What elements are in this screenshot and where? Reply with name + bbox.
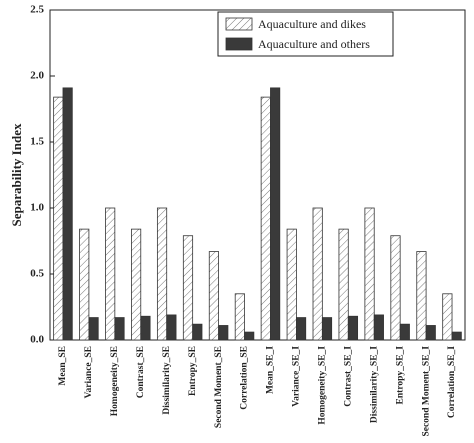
- bar: [114, 317, 125, 341]
- x-tick-label: Variance_SE: [84, 346, 94, 398]
- x-tick-label: Second Moment_SE: [214, 346, 224, 428]
- y-tick-label: 1.0: [30, 202, 44, 214]
- bar: [218, 325, 229, 341]
- bar: [192, 323, 203, 341]
- bar: [296, 317, 307, 341]
- x-tick-label: Entropy_SE: [188, 346, 198, 396]
- plot-frame: [49, 9, 466, 341]
- bar: [338, 228, 349, 341]
- bar: [425, 325, 436, 341]
- y-tick-label: 2.5: [30, 4, 44, 16]
- bar: [140, 315, 151, 341]
- bar: [321, 317, 333, 341]
- x-tick-label: Variance_SE_I: [292, 346, 302, 407]
- bar: [347, 315, 359, 341]
- bar: [270, 87, 281, 341]
- x-tick-label: Contrast_SE_I: [343, 346, 353, 407]
- y-tick-label: 1.5: [30, 136, 44, 148]
- x-tick-label: Second Moment_SE_I: [421, 346, 431, 437]
- x-tick-label: Dissimilarity_SE: [162, 346, 172, 415]
- bar: [182, 235, 194, 341]
- bar: [286, 228, 297, 341]
- bar: [442, 293, 453, 341]
- bar: [390, 235, 401, 341]
- x-tick-label: Mean_SE: [58, 346, 68, 386]
- x-tick-label: Correlation_SE: [240, 346, 250, 410]
- x-tick-label: Homogeneity_SE: [110, 346, 120, 416]
- bar: [451, 331, 462, 341]
- bar: [260, 96, 271, 341]
- x-tick-label: Correlation_SE_I: [447, 346, 457, 418]
- legend-swatch: [225, 37, 253, 51]
- bar: [364, 207, 375, 341]
- legend-swatch: [225, 17, 253, 31]
- bar: [79, 228, 90, 341]
- bar: [105, 207, 116, 341]
- bar: [399, 323, 410, 341]
- bar: [166, 314, 177, 341]
- legend-label: Aquaculture and dikes: [258, 17, 366, 31]
- x-tick-label: Mean_SE_I: [266, 346, 276, 394]
- bar: [62, 87, 73, 341]
- x-tick-label: Entropy_SE_I: [395, 346, 405, 405]
- bar: [244, 331, 255, 341]
- x-tick-label: Dissimilarity_SE_I: [369, 346, 379, 423]
- bar: [373, 314, 384, 341]
- y-tick-label: 0.0: [30, 334, 44, 346]
- bar: [53, 96, 64, 341]
- x-tick-label: Homogeneity_SE_I: [318, 346, 328, 425]
- legend-label: Aquaculture and others: [258, 37, 370, 51]
- bar: [234, 293, 245, 341]
- y-tick-label: 0.5: [30, 268, 44, 280]
- bar: [131, 228, 142, 341]
- bar: [312, 207, 323, 341]
- bar: [88, 317, 99, 341]
- y-axis-label: Separability Index: [9, 123, 24, 226]
- bar: [208, 251, 219, 341]
- y-tick-label: 2.0: [30, 70, 44, 82]
- bar: [156, 207, 168, 341]
- x-tick-label: Contrast_SE: [136, 346, 146, 398]
- bar: [416, 251, 427, 341]
